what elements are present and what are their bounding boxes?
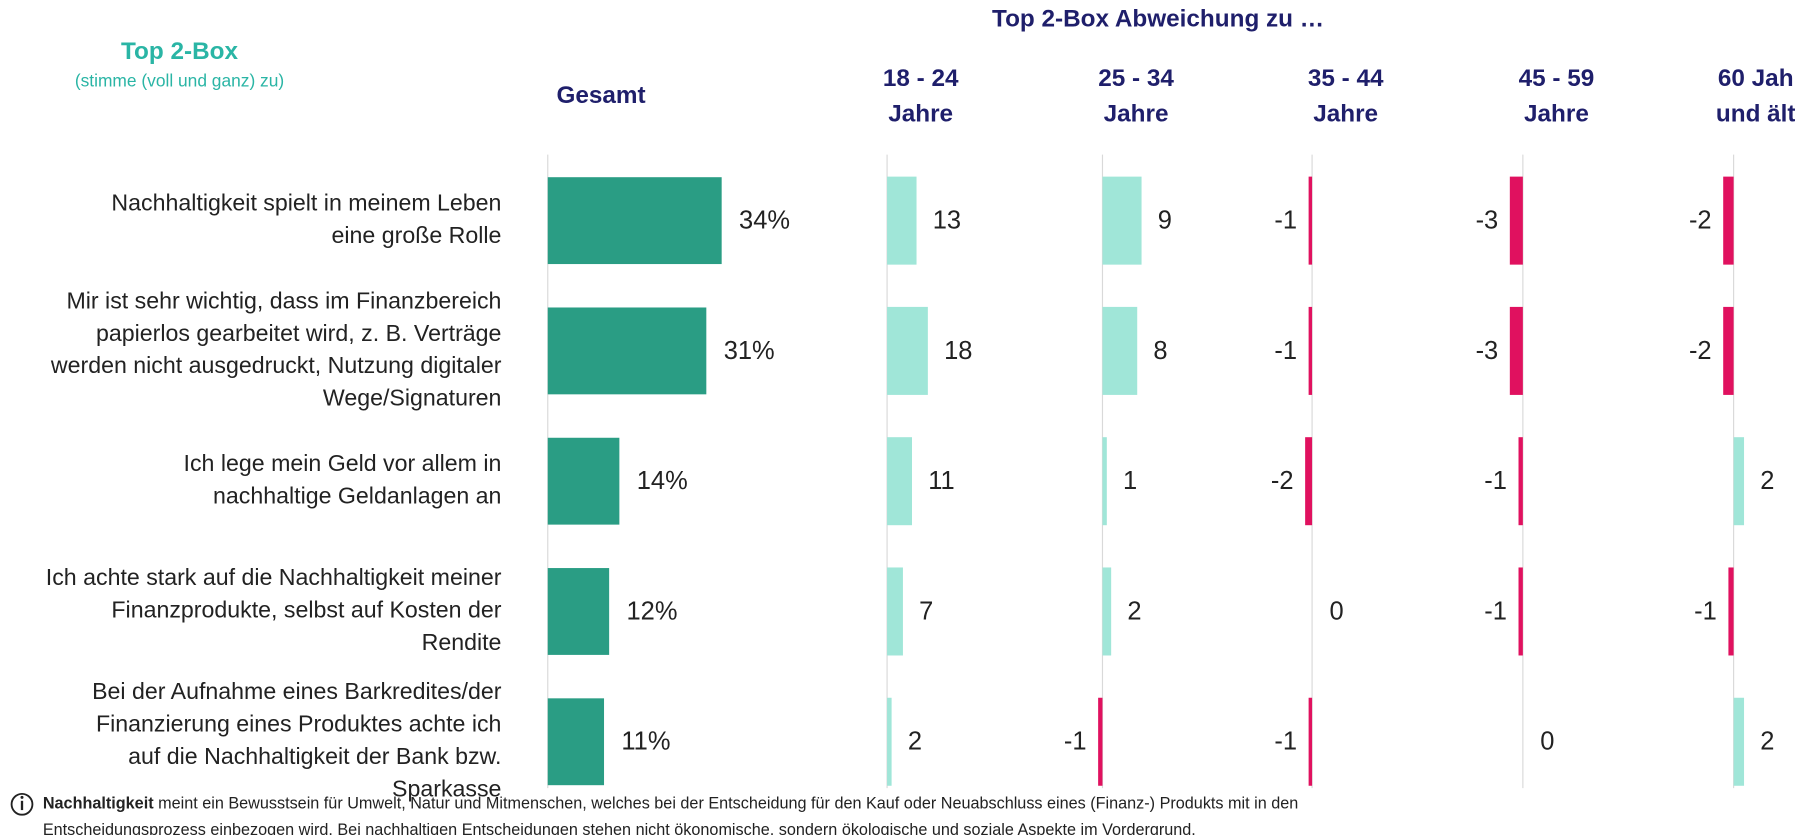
value-label: 2 bbox=[1760, 728, 1774, 756]
category-label: werden nicht ausgedruckt, Nutzung digita… bbox=[50, 352, 502, 378]
bar bbox=[1098, 697, 1103, 786]
value-label: 1 bbox=[1123, 467, 1137, 495]
category-label: Finanzierung eines Produktes achte ich bbox=[96, 711, 501, 737]
bar bbox=[887, 697, 892, 786]
value-label: 14% bbox=[637, 467, 688, 495]
panel-title: Jahre bbox=[1524, 101, 1589, 128]
bar bbox=[1308, 176, 1313, 265]
footnote-term: Nachhaltigkeit bbox=[43, 795, 154, 813]
value-label: 11% bbox=[621, 728, 670, 756]
category-label: Bei der Aufnahme eines Barkredites/der bbox=[92, 678, 502, 704]
value-label: 2 bbox=[908, 728, 922, 756]
bar bbox=[1308, 697, 1313, 786]
value-label: -1 bbox=[1484, 467, 1507, 495]
bar bbox=[1102, 567, 1112, 656]
bar bbox=[1308, 306, 1313, 395]
panel-title: Jahre bbox=[888, 101, 953, 128]
bar bbox=[1518, 437, 1523, 526]
value-label: 31% bbox=[724, 337, 775, 365]
value-label: -1 bbox=[1274, 337, 1297, 365]
bar bbox=[547, 568, 610, 655]
bar bbox=[1723, 306, 1734, 395]
category-label: Ich achte stark auf die Nachhaltigkeit m… bbox=[46, 564, 502, 590]
panel-title: Gesamt bbox=[556, 82, 645, 109]
value-label: 34% bbox=[739, 207, 790, 235]
panel-title: 60 Jahre bbox=[1718, 65, 1795, 92]
value-label: -1 bbox=[1064, 728, 1087, 756]
bar bbox=[1728, 567, 1734, 656]
value-label: -2 bbox=[1689, 207, 1712, 235]
value-label: -1 bbox=[1274, 207, 1297, 235]
bar bbox=[547, 698, 605, 786]
value-label: -3 bbox=[1476, 207, 1499, 235]
info-icon-dot bbox=[20, 795, 24, 799]
category-label: Rendite bbox=[422, 629, 502, 655]
bar bbox=[887, 306, 928, 395]
value-label: 7 bbox=[919, 597, 933, 625]
panel-title: 25 - 34 bbox=[1098, 65, 1174, 92]
bar bbox=[547, 437, 620, 525]
category-label: Mir ist sehr wichtig, dass im Finanzbere… bbox=[66, 287, 501, 313]
panel-title: 35 - 44 bbox=[1308, 65, 1384, 92]
category-label: Finanzprodukte, selbst auf Kosten der bbox=[111, 597, 501, 623]
left-subtitle: (stimme (voll und ganz) zu) bbox=[75, 70, 284, 90]
category-label: Sparkasse bbox=[392, 776, 501, 802]
value-label: -1 bbox=[1484, 597, 1507, 625]
category-label: Ich lege mein Geld vor allem in bbox=[184, 450, 502, 476]
left-title: Top 2-Box bbox=[121, 38, 238, 65]
category-label: eine große Rolle bbox=[332, 222, 502, 248]
footnote-line: Nachhaltigkeit meint ein Bewusstsein für… bbox=[43, 795, 1298, 813]
bar bbox=[887, 437, 913, 526]
value-label: 9 bbox=[1158, 207, 1172, 235]
bar bbox=[887, 567, 903, 656]
bar bbox=[547, 177, 722, 265]
value-label: 18 bbox=[944, 337, 972, 365]
bar bbox=[1509, 176, 1523, 265]
bar bbox=[1509, 306, 1523, 395]
value-label: 13 bbox=[933, 207, 961, 235]
value-label: 2 bbox=[1760, 467, 1774, 495]
panel-title: 45 - 59 bbox=[1519, 65, 1595, 92]
bar bbox=[1733, 437, 1745, 526]
value-label: 0 bbox=[1540, 728, 1554, 756]
value-label: -3 bbox=[1476, 337, 1499, 365]
panel-title: Jahre bbox=[1104, 101, 1169, 128]
bar bbox=[1518, 567, 1523, 656]
footnote-line: Entscheidungsprozess einbezogen wird. Be… bbox=[43, 821, 1196, 835]
category-label: Nachhaltigkeit spielt in meinem Leben bbox=[111, 190, 501, 216]
category-label: nachhaltige Geldanlagen an bbox=[213, 483, 501, 509]
category-label: Wege/Signaturen bbox=[323, 385, 502, 411]
bar bbox=[1305, 437, 1313, 526]
value-label: -1 bbox=[1694, 597, 1717, 625]
value-label: 8 bbox=[1153, 337, 1167, 365]
category-label: auf die Nachhaltigkeit der Bank bzw. bbox=[128, 743, 501, 769]
value-label: 12% bbox=[627, 597, 678, 625]
value-label: 11 bbox=[928, 467, 954, 495]
group-title: Top 2-Box Abweichung zu … bbox=[992, 6, 1324, 33]
bar bbox=[1102, 176, 1142, 265]
panel-title: und älter bbox=[1716, 101, 1795, 128]
panel-title: 18 - 24 bbox=[883, 65, 959, 92]
value-label: -1 bbox=[1274, 728, 1297, 756]
value-label: -2 bbox=[1689, 337, 1712, 365]
value-label: 2 bbox=[1127, 597, 1141, 625]
footnote-text: meint ein Bewusstsein für Umwelt, Natur … bbox=[154, 795, 1299, 813]
value-label: -2 bbox=[1271, 467, 1294, 495]
bar bbox=[1102, 306, 1138, 395]
bar bbox=[547, 307, 707, 395]
panel-title: Jahre bbox=[1313, 101, 1378, 128]
info-icon bbox=[10, 792, 34, 816]
bar bbox=[1723, 176, 1734, 265]
bar bbox=[887, 176, 917, 265]
value-label: 0 bbox=[1329, 597, 1343, 625]
category-label: papierlos gearbeitet wird, z. B. Verträg… bbox=[96, 320, 501, 346]
bar bbox=[1733, 697, 1745, 786]
bar bbox=[1102, 437, 1107, 526]
